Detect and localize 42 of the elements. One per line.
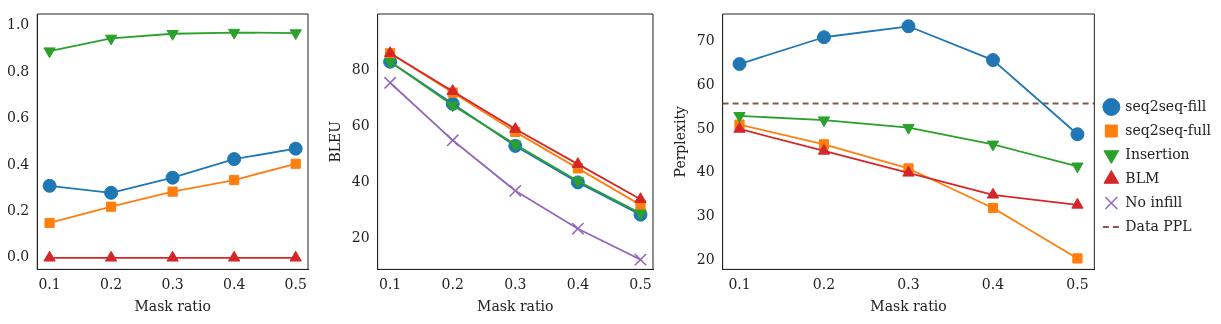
x-axis-title: Mask ratio <box>870 298 947 315</box>
y-tick-label: 0.6 <box>7 109 30 126</box>
y-tick-label: 60 <box>351 116 370 133</box>
y-tick-label: 0.4 <box>7 155 30 172</box>
legend-label: seq2seq-full <box>1125 121 1212 138</box>
x-tick-label: 0.5 <box>629 276 652 293</box>
y-axis-title: Perplexity <box>672 105 689 178</box>
y-tick-label: 20 <box>351 229 370 246</box>
x-tick-label: 0.2 <box>99 276 123 293</box>
y-tick-label: 0.2 <box>7 202 30 218</box>
x-tick-label: 0.4 <box>981 276 1005 293</box>
x-tick-label: 0.4 <box>566 276 590 293</box>
y-tick-label: 20 <box>696 251 715 268</box>
x-axis-title: Mask ratio <box>477 298 554 315</box>
x-tick-label: 0.1 <box>38 276 61 293</box>
y-axis-title: BLEU <box>327 120 344 163</box>
x-tick-label: 0.5 <box>284 276 307 293</box>
y-tick-label: 0.8 <box>7 62 30 79</box>
x-tick-label: 0.3 <box>897 276 920 293</box>
y-tick-label: 1.0 <box>7 16 30 33</box>
y-tick-label: 40 <box>696 163 715 180</box>
x-tick-label: 0.1 <box>379 276 402 293</box>
y-tick-label: 50 <box>696 119 715 136</box>
legend-label: No infill <box>1125 193 1183 210</box>
y-tick-label: 30 <box>696 207 715 224</box>
y-tick-label: 40 <box>351 173 370 190</box>
legend-label: BLM <box>1125 169 1160 186</box>
x-tick-label: 0.3 <box>161 276 184 293</box>
x-tick-label: 0.5 <box>1066 276 1089 293</box>
legend-label: Data PPL <box>1125 217 1192 234</box>
legend-label: seq2seq-fill <box>1125 97 1207 114</box>
x-tick-label: 0.2 <box>812 276 836 293</box>
y-tick-label: 70 <box>696 31 715 48</box>
legend-label: Insertion <box>1125 145 1190 162</box>
x-tick-label: 0.3 <box>504 276 527 293</box>
x-tick-label: 0.1 <box>728 276 751 293</box>
x-tick-label: 0.4 <box>223 276 246 293</box>
y-tick-label: 60 <box>696 75 715 92</box>
y-tick-label: 0.0 <box>7 248 30 265</box>
x-tick-label: 0.2 <box>441 276 464 293</box>
y-tick-label: 80 <box>351 60 370 77</box>
x-axis-title: Mask ratio <box>134 298 211 315</box>
